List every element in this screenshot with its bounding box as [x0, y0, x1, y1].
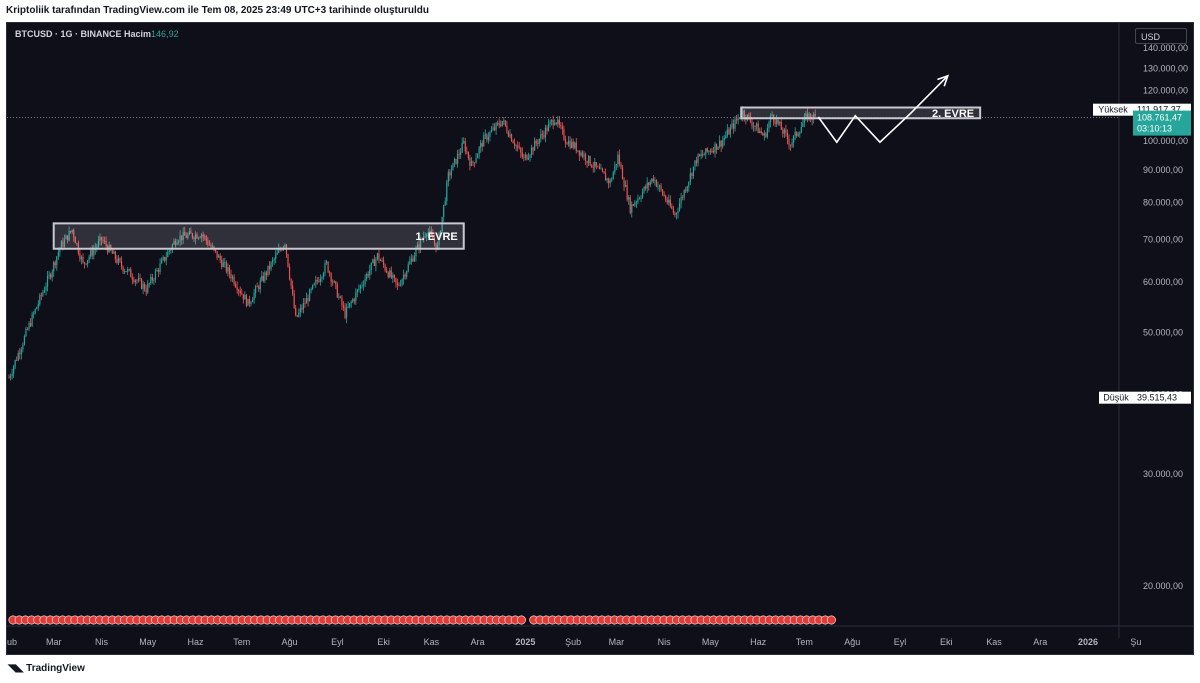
- currency-selector[interactable]: USD: [1135, 28, 1187, 44]
- price-tick-label: 20.000,00: [1143, 581, 1183, 591]
- price-tick-label: 30.000,00: [1143, 469, 1183, 479]
- symbol-name: BTCUSD · 1G · BINANCE: [15, 29, 122, 39]
- time-tick-label: Eyl: [331, 637, 344, 647]
- price-tick-label: 60.000,00: [1143, 277, 1183, 287]
- high-label: Yüksek: [1098, 105, 1128, 115]
- time-tick-label: Ara: [471, 637, 485, 647]
- time-tick-label: Şub: [7, 637, 17, 647]
- projection-path: [817, 75, 949, 144]
- high-label-bg: [1093, 103, 1133, 116]
- volume-label: Hacim: [124, 29, 152, 39]
- time-tick-label: Haz: [188, 637, 205, 647]
- time-tick-label: Haz: [750, 637, 767, 647]
- price-tick-label: 120.000,00: [1143, 85, 1188, 95]
- low-value: 39.515,43: [1137, 393, 1177, 403]
- phase-box-2: [740, 106, 982, 120]
- time-tick-label: May: [139, 637, 157, 647]
- event-marker[interactable]: [516, 615, 526, 625]
- time-tick-label: Şub: [565, 637, 581, 647]
- time-tick-label: Eyl: [894, 637, 907, 647]
- time-tick-label: Tem: [233, 637, 250, 647]
- price-tick-label: 70.000,00: [1143, 235, 1183, 245]
- chart-panel[interactable]: 20.000,0030.000,0040.000,0050.000,0060.0…: [6, 22, 1194, 655]
- price-tick-label: 140.000,00: [1143, 43, 1188, 53]
- time-tick-label: Nis: [95, 637, 108, 647]
- price-countdown: 03:10:13: [1137, 124, 1172, 134]
- price-chart[interactable]: 20.000,0030.000,0040.000,0050.000,0060.0…: [7, 23, 1193, 654]
- time-tick-label: Ağu: [844, 637, 860, 647]
- high-value: 111.917,37: [1137, 105, 1181, 115]
- time-tick-label: Mar: [46, 637, 62, 647]
- price-tick-label: 90.000,00: [1143, 165, 1183, 175]
- phase-box-1: [52, 222, 465, 250]
- brand-text: TradingView: [26, 663, 85, 674]
- current-price-value: 108.761,47: [1137, 113, 1182, 123]
- time-tick-label: Ağu: [282, 637, 298, 647]
- event-markers[interactable]: [8, 615, 836, 625]
- time-tick-label: Tem: [796, 637, 813, 647]
- projection-arrowhead: [937, 74, 950, 87]
- price-tick-label: 80.000,00: [1143, 198, 1183, 208]
- time-tick-label: 2025: [515, 637, 535, 647]
- time-tick-label: Şu: [1130, 637, 1141, 647]
- price-tick-label: 50.000,00: [1143, 328, 1183, 338]
- price-tick-label: 130.000,00: [1143, 63, 1188, 73]
- low-label: Düşük: [1103, 393, 1129, 403]
- price-tick-label: 100.000,00: [1143, 136, 1188, 146]
- page-footer: ◥◣ TradingView: [0, 656, 1200, 683]
- time-tick-label: Ara: [1033, 637, 1047, 647]
- low-label-bg: [1099, 391, 1133, 404]
- time-tick-label: Eki: [940, 637, 953, 647]
- event-marker[interactable]: [826, 615, 836, 625]
- current-price-bg: [1133, 110, 1191, 136]
- candles: [8, 106, 816, 381]
- phase-label-1: 1. EVRE: [416, 231, 458, 243]
- time-tick-label: May: [702, 637, 720, 647]
- credit-text: Kriptoliik tarafından TradingView.com il…: [6, 5, 429, 16]
- low-value-bg: [1133, 391, 1191, 404]
- time-tick-label: Mar: [609, 637, 625, 647]
- page-header: Kriptoliik tarafından TradingView.com il…: [0, 0, 1200, 22]
- tv-logo-icon: ◥◣: [8, 663, 27, 674]
- tradingview-logo: ◥◣ TradingView: [8, 663, 85, 674]
- time-tick-label: Kas: [986, 637, 1002, 647]
- phase-label-2: 2. EVRE: [932, 108, 974, 120]
- symbol-legend: BTCUSD · 1G · BINANCE Hacim146,92: [15, 29, 179, 39]
- volume-value: 146,92: [151, 29, 179, 39]
- time-tick-label: Nis: [658, 637, 671, 647]
- time-tick-label: Eki: [377, 637, 390, 647]
- time-tick-label: 2026: [1078, 637, 1098, 647]
- time-tick-label: Kas: [424, 637, 440, 647]
